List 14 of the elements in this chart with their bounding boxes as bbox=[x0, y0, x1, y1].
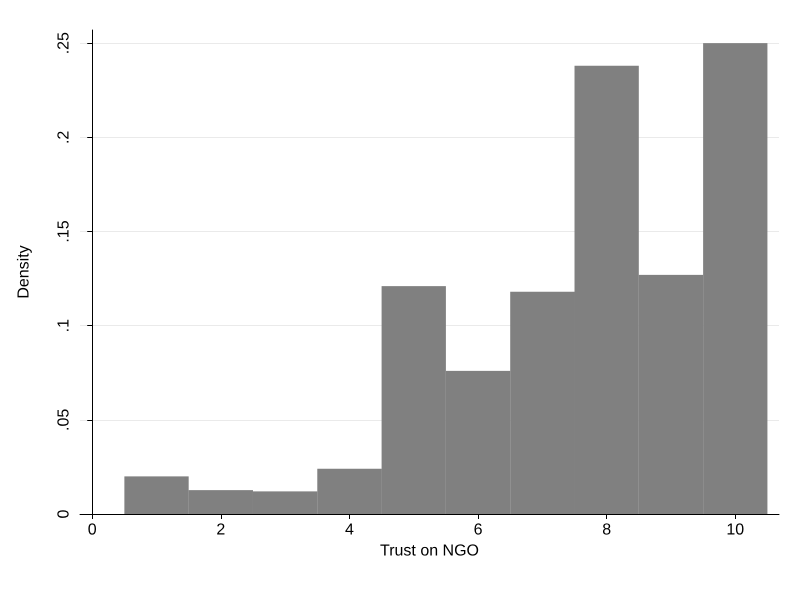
x-tick-label: 6 bbox=[474, 522, 483, 538]
y-tick-label: .15 bbox=[56, 220, 72, 243]
y-tick-label: .2 bbox=[56, 130, 72, 144]
x-tick-label: 4 bbox=[344, 522, 354, 538]
x-tick-label: 10 bbox=[726, 522, 744, 538]
x-tick-label: 2 bbox=[216, 522, 226, 538]
x-axis-title: Trust on NGO bbox=[380, 542, 479, 560]
x-tick-label: 0 bbox=[88, 522, 97, 538]
y-tick-label: .1 bbox=[56, 318, 72, 332]
x-tick-label: 8 bbox=[602, 522, 612, 538]
y-tick-label: .25 bbox=[56, 32, 72, 54]
y-tick-label: 0 bbox=[56, 509, 72, 518]
y-axis-title: Density bbox=[16, 245, 32, 299]
y-tick-label: .05 bbox=[56, 408, 72, 431]
